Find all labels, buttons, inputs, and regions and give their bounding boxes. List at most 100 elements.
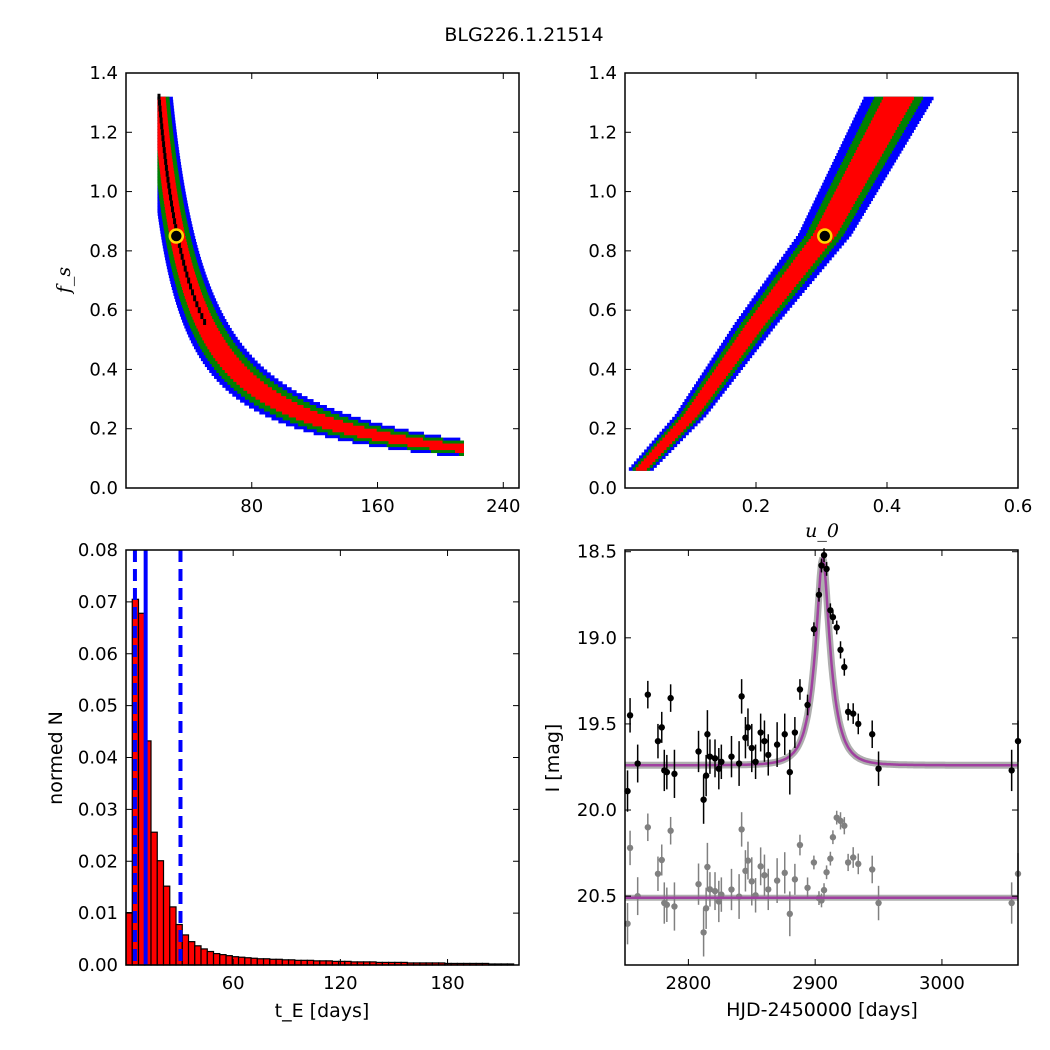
heatmap-cell-level1 <box>858 144 888 148</box>
heatmap-cell-level1 <box>736 336 755 341</box>
best-fit-marker <box>817 228 833 244</box>
heatmap-core <box>157 93 161 100</box>
resid-point <box>704 863 711 871</box>
heatmap-cell-level1 <box>852 156 881 160</box>
heatmap-cell-level1 <box>762 301 783 305</box>
heatmap-cell-level1 <box>157 99 166 104</box>
heatmap-cell-level1 <box>685 410 700 415</box>
heatmap-cell-level1 <box>841 176 869 181</box>
heatmap-cell-level1 <box>667 431 681 436</box>
data-point <box>658 724 665 731</box>
heatmap-cell-level1 <box>641 461 653 465</box>
heatmap-core <box>167 182 171 189</box>
heatmap-core <box>159 117 163 124</box>
y-tick-label: 1.4 <box>89 63 118 84</box>
y-tick-label: 0.2 <box>588 419 617 440</box>
y-tick-label: 0.02 <box>78 851 118 872</box>
heatmap-cell-level1 <box>846 167 874 172</box>
hist-bar <box>169 906 177 966</box>
resid-point <box>757 863 764 870</box>
heatmap-cell-level1 <box>744 324 764 329</box>
heatmap-cell-level1 <box>883 96 914 101</box>
y-tick-label: 18.5 <box>577 542 617 563</box>
resid-point <box>748 878 755 885</box>
heatmap-cell-level1 <box>643 458 656 462</box>
data-point <box>849 710 857 717</box>
data-point <box>702 772 710 779</box>
y-tick-label: 0.04 <box>78 748 118 769</box>
heatmap-cell-level1 <box>657 443 670 448</box>
heatmap-cell-level1 <box>816 227 840 231</box>
resid-point <box>773 877 781 884</box>
heatmap-cell-level1 <box>332 428 377 433</box>
x-tick-label: 180 <box>430 973 464 994</box>
heatmap-cell-level1 <box>838 182 866 187</box>
resid-point <box>1008 899 1015 907</box>
resid-point <box>667 827 674 834</box>
heatmap-cell-level1 <box>689 405 705 409</box>
heatmap-cell-level1 <box>742 327 762 332</box>
heatmap-cell-level1 <box>764 298 785 302</box>
heatmap-cell-level1 <box>875 111 906 116</box>
heatmap-cell-level1 <box>779 277 801 282</box>
heatmap-cell-level1 <box>705 381 722 385</box>
heatmap-cell-level1 <box>233 378 261 382</box>
heatmap-cell-level1 <box>881 99 913 104</box>
axes-frame <box>624 549 1019 966</box>
axes-frame <box>624 72 1019 489</box>
data-point <box>757 729 764 736</box>
heatmap-cell-level1 <box>211 351 235 356</box>
heatmap-cell-level1 <box>782 274 804 279</box>
heatmap-core <box>174 224 178 231</box>
heatmap-cell-level1 <box>804 244 828 249</box>
hist-bar <box>187 941 196 966</box>
heatmap-cell-level1 <box>784 271 806 276</box>
heatmap-core <box>195 301 199 308</box>
heatmap-cell-level1 <box>718 363 735 368</box>
x-tick-label: 160 <box>360 496 394 517</box>
heatmap-cell-level1 <box>844 170 872 175</box>
heatmap-core <box>182 259 186 266</box>
heatmap-cell-level1 <box>817 224 842 228</box>
y-tick-label: 20.0 <box>577 800 617 821</box>
heatmap-cell-level1 <box>665 434 678 439</box>
heatmap-core <box>179 247 183 254</box>
hist-bar <box>162 885 171 966</box>
heatmap-core <box>163 153 167 159</box>
data-point <box>700 796 707 803</box>
data-point <box>815 591 823 598</box>
heatmap-core <box>200 313 204 320</box>
heatmap-cell-level1 <box>157 114 168 119</box>
heatmap-core <box>161 135 165 142</box>
heatmap-cell-level1 <box>820 218 845 222</box>
heatmap-cell-level1 <box>388 440 443 445</box>
data-point <box>744 724 752 731</box>
y-tick-label: 0.01 <box>78 903 118 924</box>
y-tick-label: 19.5 <box>577 714 617 735</box>
x-tick-label: 0.4 <box>873 496 902 517</box>
heatmap-cell-level1 <box>693 399 709 403</box>
data-point <box>654 737 662 745</box>
resid-point <box>728 886 735 893</box>
resid-point <box>875 899 882 907</box>
heatmap-core <box>158 105 162 112</box>
hist-bar <box>125 912 133 966</box>
hist-bar <box>181 934 190 966</box>
x-tick-label: 80 <box>240 496 263 517</box>
resid-point <box>796 841 804 849</box>
y-tick-label: 0.4 <box>89 359 118 380</box>
heatmap-core <box>164 158 168 165</box>
heatmap-cell-level1 <box>222 366 248 371</box>
data-point <box>748 744 755 752</box>
resid-point <box>715 898 723 905</box>
data-point <box>844 708 852 716</box>
resid-point <box>663 901 671 908</box>
heatmap-cell-level1 <box>730 345 748 350</box>
data-point <box>837 646 844 654</box>
resid-point <box>791 876 799 883</box>
heatmap-cell-level1 <box>407 443 464 448</box>
hist-bar <box>287 959 296 966</box>
heatmap-cell-level1 <box>860 141 889 145</box>
resid-point <box>869 866 876 873</box>
heatmap-cell-level1 <box>260 399 292 403</box>
